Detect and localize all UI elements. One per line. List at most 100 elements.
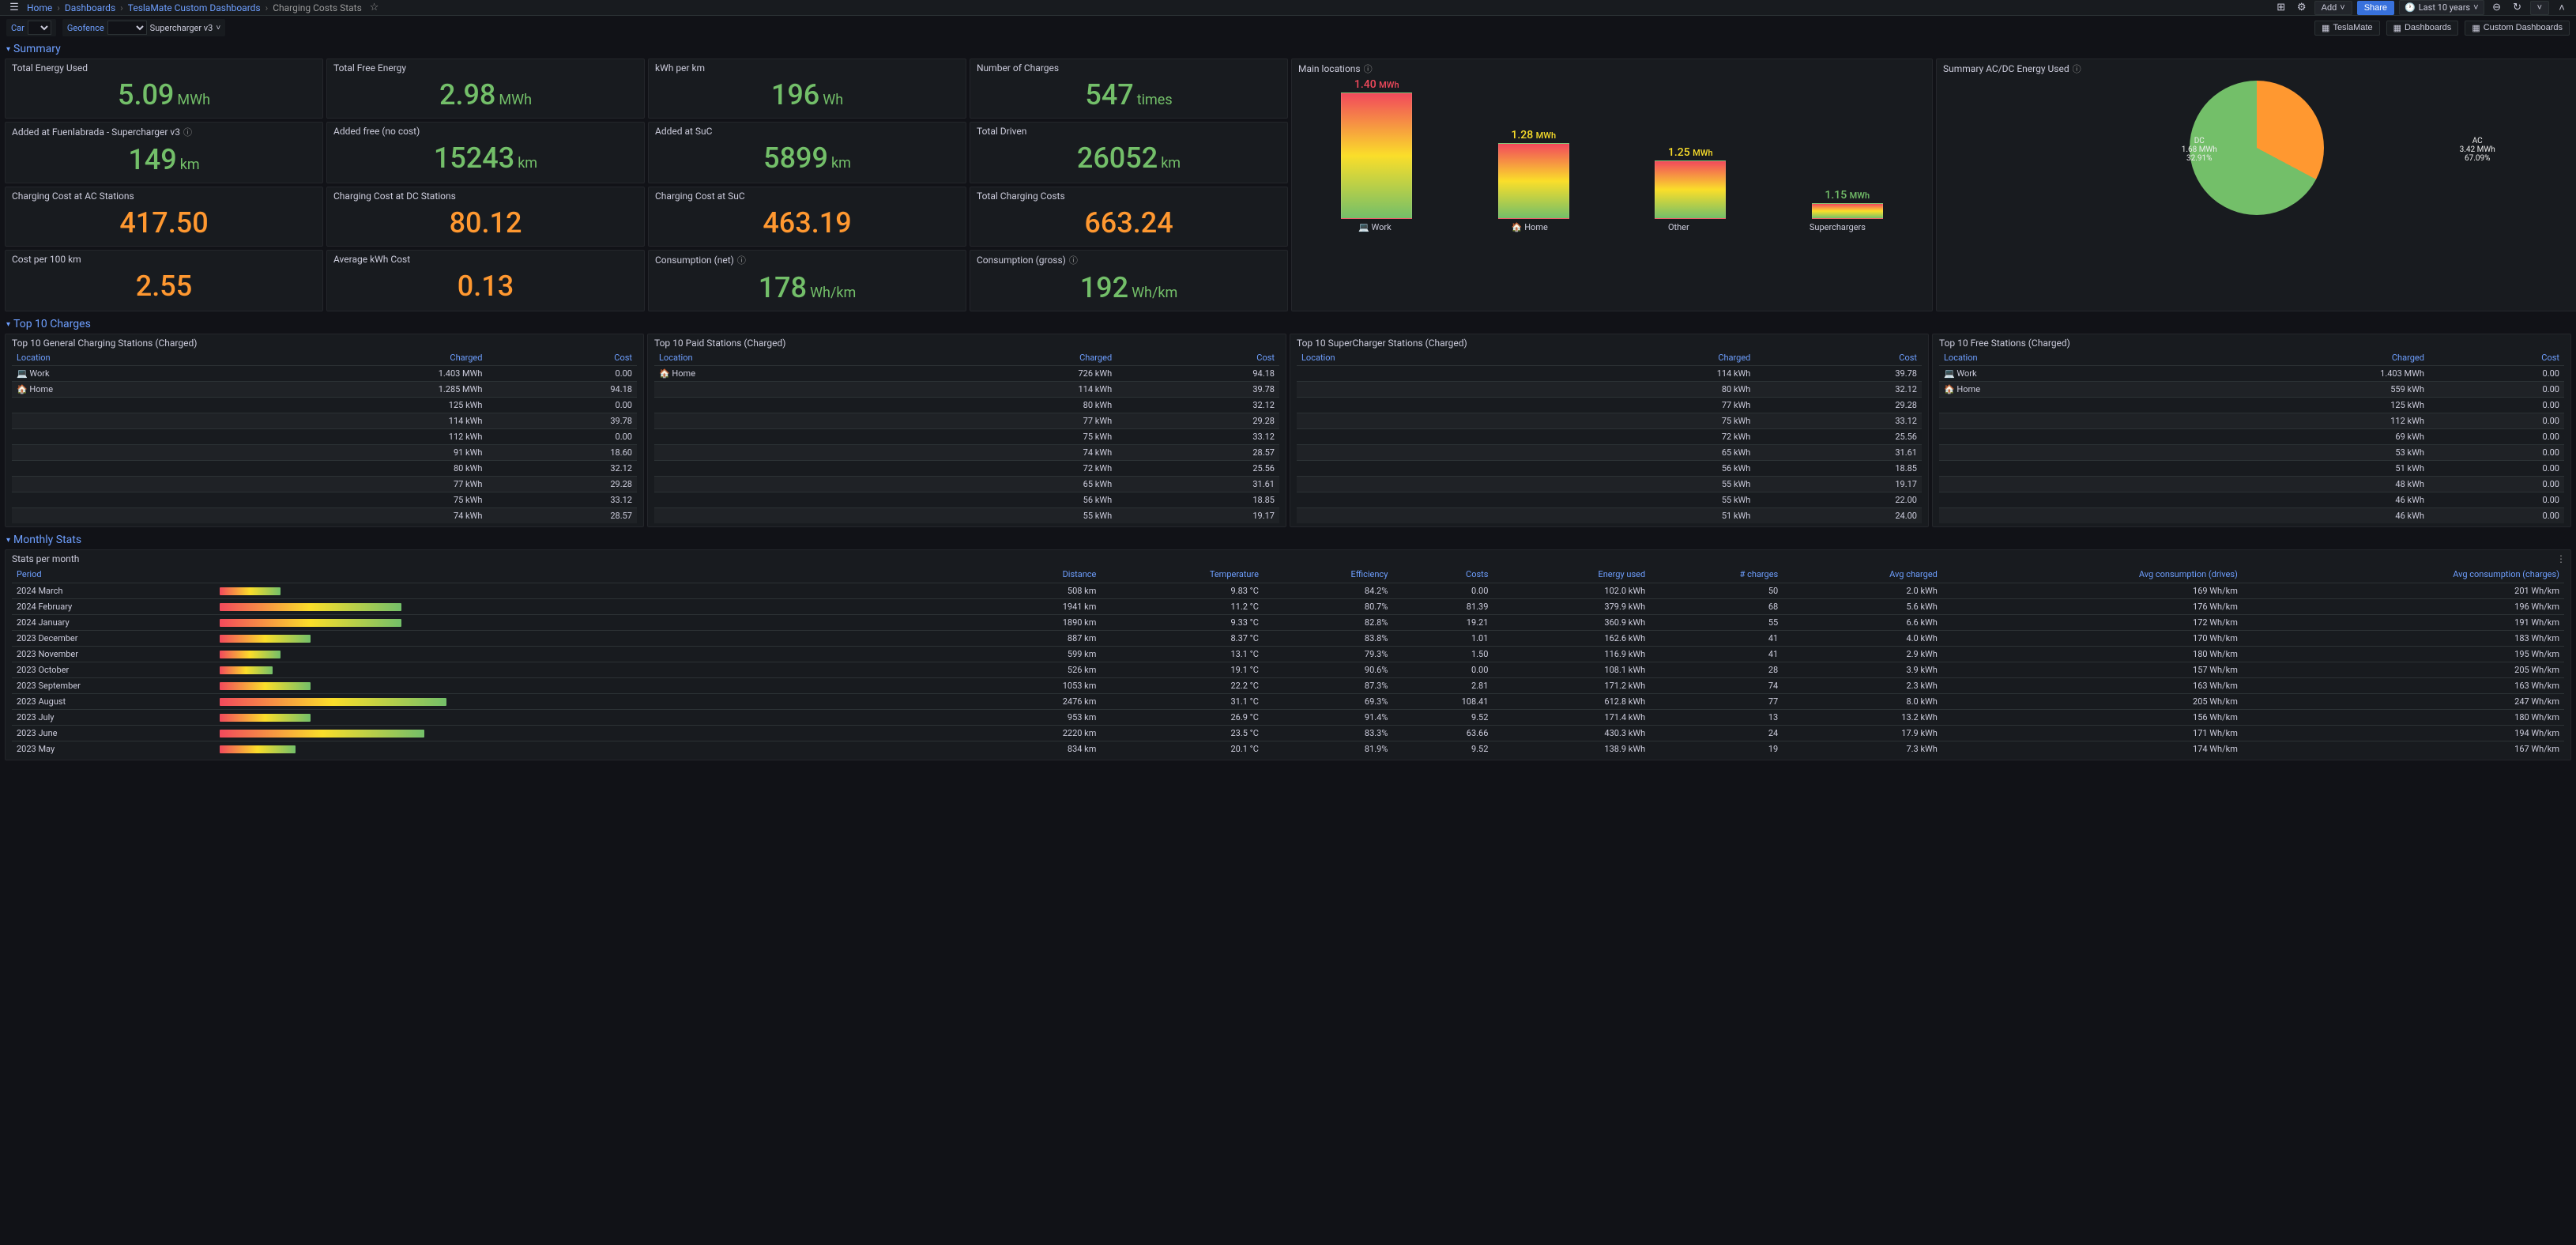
add-button[interactable]: Add ˅ — [2314, 1, 2352, 15]
panel-per-100: Cost per 100 km 2.55 — [5, 250, 323, 311]
breadcrumb-dashboards[interactable]: Dashboards — [65, 2, 115, 13]
table-row[interactable]: 72 kWh25.56 — [654, 461, 1279, 477]
table-row[interactable]: 56 kWh18.85 — [1297, 461, 1922, 477]
refresh-icon[interactable]: ↻ — [2510, 0, 2525, 16]
breadcrumb-home[interactable]: Home — [27, 2, 52, 13]
breadcrumb-folder[interactable]: TeslaMate Custom Dashboards — [128, 2, 261, 13]
table-row[interactable]: 114 kWh39.78 — [654, 382, 1279, 398]
table-row[interactable]: 46 kWh0.00 — [1939, 508, 2564, 524]
info-icon[interactable]: ⓘ — [183, 126, 192, 138]
table-row[interactable]: 2024 February 1941 km 11.2 °C 80.7% 81.3… — [12, 599, 2564, 615]
car-select[interactable] — [28, 21, 51, 35]
menu-icon[interactable]: ☰ — [6, 0, 22, 16]
table-row[interactable]: 55 kWh19.17 — [654, 508, 1279, 524]
time-range-picker[interactable]: 🕐 Last 10 years ˅ — [2399, 0, 2484, 15]
panel-total-cost: Total Charging Costs 663.24 — [970, 187, 1288, 247]
table-row[interactable]: 72 kWh25.56 — [1297, 429, 1922, 445]
table-row[interactable]: 75 kWh33.12 — [1297, 413, 1922, 429]
row-top10-header[interactable]: ▾Top 10 Charges — [0, 315, 2576, 334]
table-row[interactable]: 91 kWh18.60 — [12, 445, 637, 461]
zoom-out-icon[interactable]: ⊖ — [2489, 0, 2505, 16]
row-monthly-header[interactable]: ▾Monthly Stats — [0, 530, 2576, 549]
table-row[interactable]: 80 kWh32.12 — [1297, 382, 1922, 398]
settings-icon[interactable]: ⚙ — [2294, 0, 2310, 16]
panel-cons-net: Consumption (net) ⓘ 178Wh/km — [648, 250, 966, 311]
table-row[interactable]: 46 kWh0.00 — [1939, 492, 2564, 508]
info-icon[interactable]: ⓘ — [2073, 62, 2081, 75]
table-row[interactable]: 48 kWh0.00 — [1939, 477, 2564, 492]
topbar: ☰ Home› Dashboards› TeslaMate Custom Das… — [0, 0, 2576, 16]
table-row[interactable]: 77 kWh29.28 — [1297, 398, 1922, 413]
link-teslamate[interactable]: ▦ TeslaMate — [2314, 21, 2380, 36]
breadcrumb: Home› Dashboards› TeslaMate Custom Dashb… — [27, 2, 362, 13]
panel-top10-suc: Top 10 SuperCharger Stations (Charged) L… — [1290, 334, 1929, 527]
table-row[interactable]: 🏠 Home726 kWh94.18 — [654, 366, 1279, 382]
table-row[interactable]: 2024 January 1890 km 9.33 °C 82.8% 19.21… — [12, 615, 2564, 631]
legend-1: 🏠 Home — [1512, 222, 1548, 232]
table-row[interactable]: 114 kWh39.78 — [1297, 366, 1922, 382]
info-icon[interactable]: ⓘ — [737, 254, 746, 266]
table-row[interactable]: 69 kWh0.00 — [1939, 429, 2564, 445]
table-row[interactable]: 56 kWh18.85 — [654, 492, 1279, 508]
table-row[interactable]: 125 kWh0.00 — [1939, 398, 2564, 413]
table-row[interactable]: 75 kWh33.12 — [654, 429, 1279, 445]
link-custom[interactable]: ▦ Custom Dashboards — [2465, 21, 2570, 36]
var-geofence[interactable]: Geofence Supercharger v3˅ — [62, 19, 225, 36]
table-row[interactable]: 51 kWh24.00 — [1297, 508, 1922, 524]
table-row[interactable]: 💻 Work1.403 MWh0.00 — [1939, 366, 2564, 382]
panel-pie: Summary AC/DC Energy Used ⓘ DC1.68 MWh32… — [1936, 58, 2576, 311]
table-row[interactable]: 55 kWh22.00 — [1297, 492, 1922, 508]
table-row[interactable]: 53 kWh0.00 — [1939, 445, 2564, 461]
table-row[interactable]: 80 kWh32.12 — [12, 461, 637, 477]
table-row[interactable]: 112 kWh0.00 — [1939, 413, 2564, 429]
table-row[interactable]: 2023 September 1053 km 22.2 °C 87.3% 2.8… — [12, 678, 2564, 694]
table-row[interactable]: 65 kWh31.61 — [654, 477, 1279, 492]
table-row[interactable]: 2023 May 834 km 20.1 °C 81.9% 9.52 138.9… — [12, 741, 2564, 757]
variable-bar: Car Geofence Supercharger v3˅ ▦ TeslaMat… — [0, 16, 2576, 40]
table-row[interactable]: 74 kWh28.57 — [12, 508, 637, 524]
table-row[interactable]: 125 kWh0.00 — [12, 398, 637, 413]
chevron-up-icon[interactable]: ˄ — [2554, 0, 2570, 16]
table-row[interactable]: 77 kWh29.28 — [654, 413, 1279, 429]
table-row[interactable]: 🏠 Home559 kWh0.00 — [1939, 382, 2564, 398]
table-row[interactable]: 75 kWh33.12 — [12, 492, 637, 508]
table-row[interactable]: 2023 November 599 km 13.1 °C 79.3% 1.50 … — [12, 647, 2564, 662]
info-icon[interactable]: ⓘ — [1069, 254, 1078, 266]
bar-3: 1.15 MWh — [1812, 189, 1883, 219]
var-car[interactable]: Car — [6, 19, 56, 36]
star-icon[interactable]: ☆ — [370, 2, 379, 13]
table-row[interactable]: 80 kWh32.12 — [654, 398, 1279, 413]
panel-menu-icon[interactable]: ⋮ — [2556, 553, 2566, 564]
panel-main-locations: Main locations ⓘ 1.40 MWh 1.28 MWh 1.25 … — [1291, 58, 1933, 311]
link-dashboards[interactable]: ▦ Dashboards — [2386, 21, 2459, 36]
info-icon[interactable]: ⓘ — [1364, 62, 1373, 75]
table-row[interactable]: 65 kWh31.61 — [1297, 445, 1922, 461]
table-row[interactable]: 51 kWh0.00 — [1939, 461, 2564, 477]
table-row[interactable]: 74 kWh28.57 — [654, 445, 1279, 461]
table-row[interactable]: 2023 October 526 km 19.1 °C 90.6% 0.00 1… — [12, 662, 2564, 678]
table-row[interactable]: 💻 Work1.403 MWh0.00 — [12, 366, 637, 382]
table-row[interactable]: 2023 December 887 km 8.37 °C 83.8% 1.01 … — [12, 631, 2564, 647]
panel-num-charges: Number of Charges 547times — [970, 58, 1288, 119]
table-row[interactable]: 55 kWh19.17 — [1297, 477, 1922, 492]
table-row[interactable]: 2024 March 508 km 9.83 °C 84.2% 0.00 102… — [12, 583, 2564, 599]
row-summary-header[interactable]: ▾Summary — [0, 40, 2576, 58]
refresh-dropdown[interactable]: ˅ — [2530, 1, 2549, 15]
add-panel-icon[interactable]: ⊞ — [2273, 0, 2289, 16]
panel-total-free: Total Free Energy 2.98MWh — [326, 58, 645, 119]
legend-3: Superchargers — [1810, 222, 1866, 232]
legend-2: Other — [1668, 222, 1689, 232]
table-row[interactable]: 77 kWh29.28 — [12, 477, 637, 492]
panel-cost-suc: Charging Cost at SuC 463.19 — [648, 187, 966, 247]
table-row[interactable]: 2023 August 2476 km 31.1 °C 69.3% 108.41… — [12, 694, 2564, 710]
bar-2: 1.25 MWh — [1655, 146, 1726, 219]
table-row[interactable]: 2023 June 2220 km 23.5 °C 83.3% 63.66 43… — [12, 726, 2564, 741]
panel-monthly: Stats per month ⋮ PeriodDistanceTemperat… — [5, 549, 2571, 760]
geofence-select[interactable] — [107, 21, 147, 35]
table-row[interactable]: 2023 July 953 km 26.9 °C 91.4% 9.52 171.… — [12, 710, 2564, 726]
table-row[interactable]: 114 kWh39.78 — [12, 413, 637, 429]
table-row[interactable]: 🏠 Home1.285 MWh94.18 — [12, 382, 637, 398]
table-row[interactable]: 112 kWh0.00 — [12, 429, 637, 445]
share-button[interactable]: Share — [2357, 1, 2394, 15]
panel-top10-free: Top 10 Free Stations (Charged) LocationC… — [1932, 334, 2571, 527]
